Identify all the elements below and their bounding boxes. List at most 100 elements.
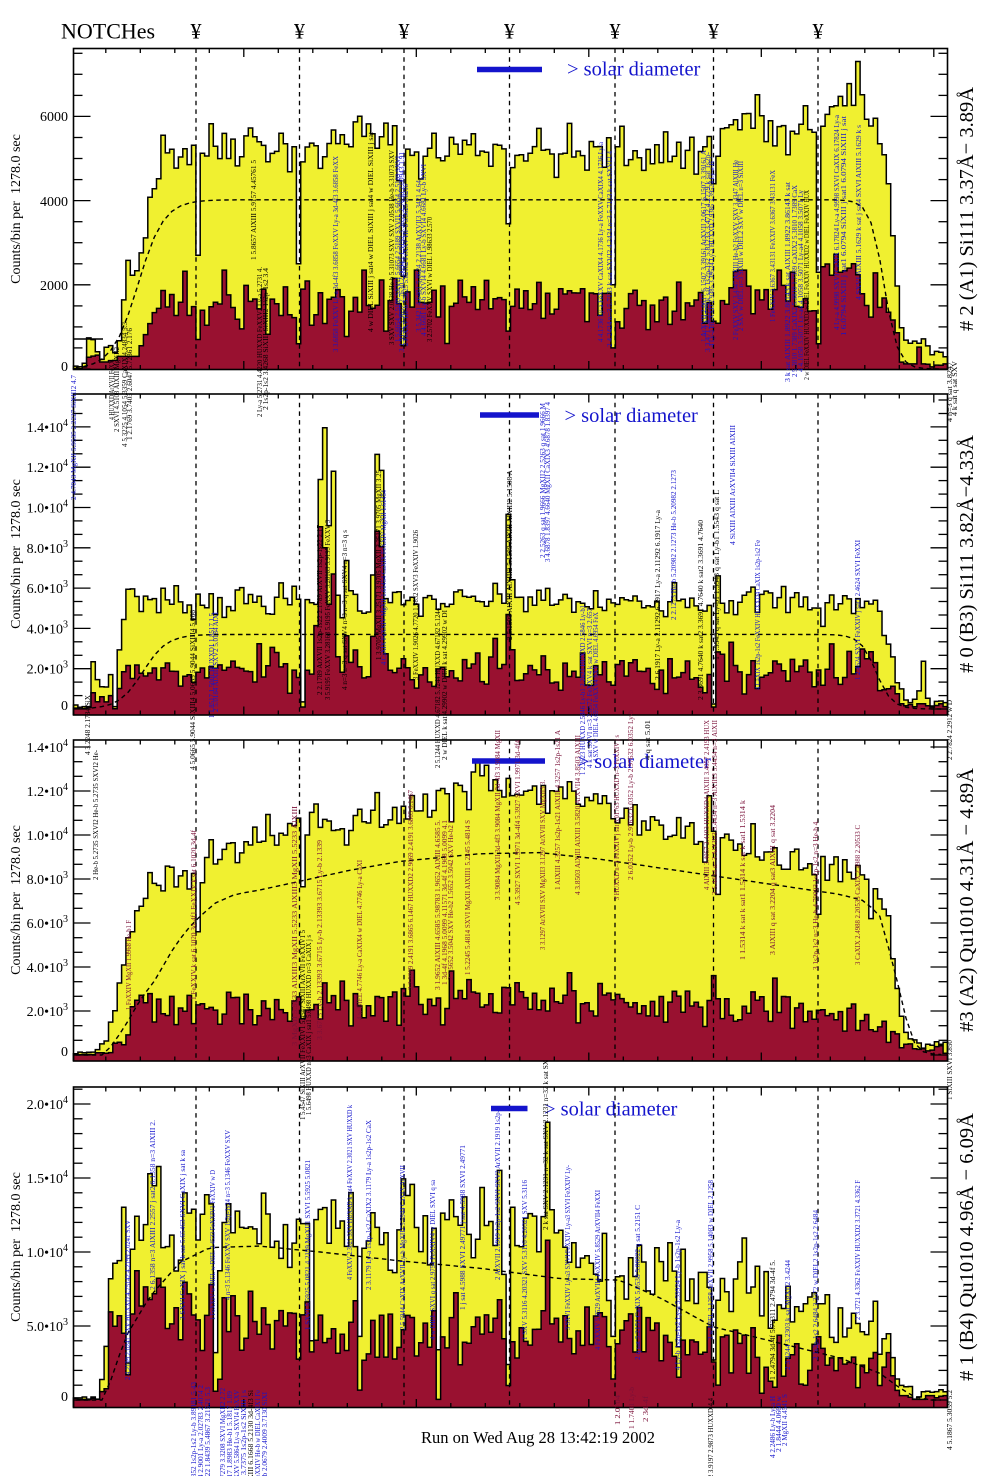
svg-text:¥: ¥ [294, 19, 305, 44]
svg-text:0: 0 [61, 360, 68, 375]
svg-text:8.0•103: 8.0•103 [27, 870, 68, 888]
svg-text:1 3.9705 MgXII 3.25171 3.9705: 1 3.9705 MgXII 3.25171 3.9705 MgXII 3.25… [375, 470, 383, 660]
svg-text:1 5.6498 HUXXD n=3 CaXIX j sat: 1 5.6498 HUXXD n=3 CaXIX j sat1 5.6498 H… [305, 935, 313, 1115]
svg-text:2 MgXII 4.4541 S: 2 MgXII 4.4541 S [781, 1394, 789, 1446]
svg-text:4 4.1058 3.5071 Ly-a4 4.1058 3: 4 4.1058 3.5071 Ly-a4 4.1058 3.5071 Ly-a… [797, 189, 805, 372]
svg-text:4 FeXXV 2.3021 SXV HUXXD k sat: 4 FeXXV 2.3021 SXV HUXXD k sat4 FeXXV 2.… [346, 1105, 354, 1280]
svg-text:Counts/bin per 1278.0 sec: Counts/bin per 1278.0 sec [9, 479, 24, 629]
svg-text:4 4.1736 Ly-a FeXXV CaXIX4 4.1: 4 4.1736 Ly-a FeXXV CaXIX4 4.1736 Ly-a F… [597, 141, 605, 342]
svg-text:2 SXVI 4.5108 AlXIII MgXII2: 2 SXVI 4.5108 AlXIII MgXII2 [113, 347, 121, 432]
svg-text:2.0•103: 2.0•103 [27, 1002, 68, 1020]
svg-text:2 FeXXV SXV 3.4347 AlXIII He-b: 2 FeXXV SXV 3.4347 AlXIII He-b2 FeXXV SX… [732, 160, 740, 340]
svg-text:2 5.1508 AlXIII AlXIII2 5.1508: 2 5.1508 AlXIII AlXIII2 5.1508 AlXIII Al… [506, 470, 514, 640]
svg-text:# 0 (B3) Si111 3.82Å−4.33Å: # 0 (B3) Si111 3.82Å−4.33Å [956, 435, 978, 673]
svg-text:4 5.0665 5.9044 SiXIII4 5.0665: 4 5.0665 5.9044 SiXIII4 5.0665 5.9044 Si… [189, 609, 197, 770]
svg-text:1 3d-4f 4.1968 5.0099 4.11571: 1 3d-4f 4.1968 5.0099 4.11571 3d-4f 4.19… [441, 819, 449, 985]
svg-text:3 1s2p-1s2 n=3 He-b 4.79093 1s: 3 1s2p-1s2 n=3 He-b 4.79093 1s2p-1s2 n=3… [812, 820, 820, 970]
svg-text:4 FeXXV 5.5864 Ly-a SXVI4 FeXX: 4 FeXXV 5.5864 Ly-a SXVI4 FeXXV [233, 1390, 241, 1476]
svg-text:4 3.2248 2.1734 SiX: 4 3.2248 2.1734 SiX [84, 695, 92, 755]
svg-text:2 1.5652 3.5042 SXV He-b2 1.56: 2 1.5652 3.5042 SXV He-b2 1.5652 3.5042 … [447, 820, 455, 980]
svg-text:1 1.8517 1.5001 HUXXD1 1.8517: 1 1.8517 1.5001 HUXXD1 1.8517 1.5 [208, 613, 216, 718]
svg-text:2 FeXXV He-b 3.5625 5.82162 Fe: 2 FeXXV He-b 3.5625 5.82162 FeXXV He-b 3… [402, 184, 410, 346]
svg-text:1 5.8657 AlXIII 5.9157 4.45761: 1 5.8657 AlXIII 5.9157 4.45761 5 [250, 159, 258, 260]
svg-text:1.2•104: 1.2•104 [27, 458, 68, 476]
svg-text:1 5.1817 1.8983 He-b1 5.1817 1: 1 5.1817 1.8983 He-b1 5.1817 1.89 [226, 1390, 234, 1476]
svg-text:8.0•103: 8.0•103 [27, 539, 68, 557]
svg-text:2 1s2p-1s2 2.6484 3.3372 w DIE: 2 1s2p-1s2 2.6484 3.3372 w DIEL2 1s2p-1s… [812, 1210, 820, 1360]
svg-text:4 SXV w DIEL 4.6954 FeXXV4 SXV: 4 SXV w DIEL 4.6954 FeXXV4 SXV w DIEL 4.… [592, 612, 600, 762]
svg-text:4 k sat q sat SXV: 4 k sat q sat SXV [951, 361, 959, 416]
svg-text:1 FeXXIV w DIEL w DIEL 2.4533: 1 FeXXIV w DIEL w DIEL 2.4533 FeXXIV1 Fe… [209, 1170, 217, 1320]
svg-text:¥: ¥ [504, 19, 515, 44]
svg-text:NOTCHes: NOTCHes [61, 19, 155, 44]
svg-text:4 5.3225 4.1054 5.3359 CaXIX 4: 4 5.3225 4.1054 5.3359 CaXIX 4.24834 5.3 [121, 321, 129, 447]
svg-text:Counts/bin per 1278.0 sec: Counts/bin per 1278.0 sec [9, 134, 24, 284]
svg-text:¥: ¥ [610, 19, 621, 44]
svg-text:0: 0 [61, 1045, 68, 1060]
svg-text:2 3.3721 4.3362 FeXXIV HUXXD2: 2 3.3721 4.3362 FeXXIV HUXXD2 3.3721 4.3… [854, 1180, 862, 1320]
svg-text:3 HUXXD n=3 FeXXIV j sat 3.017: 3 HUXXD n=3 FeXXIV j sat 3.01763 HUXXD n… [613, 735, 621, 900]
svg-text:4 w DIEL SiXIII j sat4 w DIEL: 4 w DIEL SiXIII j sat4 w DIEL SiXIII j s… [367, 132, 375, 332]
svg-text:2 4.2199 2.0241 SXV HUXXD 4.75: 2 4.2199 2.0241 SXV HUXXD 4.75142 4.2199… [124, 1220, 132, 1380]
svg-text:2 3.3691 4.7640 k sat2 3.3691: 2 3.3691 4.7640 k sat2 3.3691 4.7640 k s… [697, 519, 705, 700]
svg-text:2 Ly-b 2.0679 2.4009 3.7130 Si: 2 Ly-b 2.0679 2.4009 3.7130 SiXI [261, 1391, 269, 1476]
svg-text:1 1.7401 Ly-b: 1 1.7401 Ly-b [628, 1386, 636, 1429]
svg-text:3 5.4434 n=3 AlXIII3 5.4434 n=: 3 5.4434 n=3 AlXIII3 5.4434 n=3 AlXIII3 … [711, 719, 719, 895]
svg-text:4 k sat 3.7375 1s2p-1s2 SiXIII: 4 k sat 3.7375 1s2p-1s2 SiXIII j s [240, 1390, 248, 1476]
svg-text:6.0•103: 6.0•103 [27, 579, 68, 597]
svg-text:2 6.1917 Ly-a 2.11292 6.1917 L: 2 6.1917 Ly-a 2.11292 6.1917 Ly-a 2.1129… [654, 509, 662, 680]
svg-text:4 w DIEL 4.7746 Ly-a CaXIX4 w: 4 w DIEL 4.7746 Ly-a CaXIX4 w DIEL 4.774… [356, 859, 364, 1020]
svg-text:4.0•103: 4.0•103 [27, 619, 68, 637]
svg-text:3 3.6858 FeXXV Ly-a 3d-4f3 3.6: 3 3.6858 FeXXV Ly-a 3d-4f3 3.6858 FeXXV … [332, 156, 340, 352]
svg-text:3 CaXIX 2.4988 2.20533 CaXIX 2: 3 CaXIX 2.4988 2.20533 CaXIX 2.4988 2.20… [854, 825, 862, 965]
svg-text:2000: 2000 [40, 279, 68, 294]
svg-text:3 2.5702 FeXXV SXVI w DIEL 1.9: 3 2.5702 FeXXV SXVI w DIEL 1.98633 2.570 [426, 217, 434, 342]
svg-text:6000: 6000 [40, 110, 68, 125]
svg-text:3 3.4712 4.2779 k sat 1s2p-1s2: 3 3.4712 4.2779 k sat 1s2p-1s2 5.81233 3… [704, 151, 712, 352]
svg-text:1.5•104: 1.5•104 [27, 1169, 68, 1187]
svg-text:3 5.9195 FeXXV 3.28163 5.9195: 3 5.9195 FeXXV 3.28163 5.9195 FeXXV 3.28… [324, 520, 332, 700]
svg-text:1 5.4547 SiXIII ArXVII FeXXIV1: 1 5.4547 SiXIII ArXVII FeXXIV1 5.4547 Si… [299, 930, 307, 1120]
svg-text:1 1.5314 k sat k sat1 1.5314 k: 1 1.5314 k sat k sat1 1.5314 k sat k sat… [739, 799, 747, 960]
svg-text:3 AlXIII q sat 3.2204 q sat3 A: 3 AlXIII q sat 3.2204 q sat3 AlXIII q sa… [769, 804, 777, 955]
svg-text:2 k sat SXV 2.1231 n=32 k sat: 2 k sat SXV 2.1231 n=32 k sat SXV 2.1231… [542, 1060, 550, 1230]
svg-text:4 5.3927 SXVI 1.9971 3d-4f4 5.: 4 5.3927 SXVI 1.9971 3d-4f4 5.3927 SXVI … [514, 740, 522, 905]
svg-text:4 n=3 q sat 3.8247: 4 n=3 q sat 3.8247 [946, 361, 954, 422]
svg-text:1 FeXXIV k sat 6.1020 3d-4f1 F: 1 FeXXIV k sat 6.1020 3d-4f1 FeXXIV k sa… [190, 829, 198, 1000]
svg-text:¥: ¥ [399, 19, 410, 44]
svg-text:4.0•103: 4.0•103 [27, 958, 68, 976]
svg-text:2 3.9197 2.9873 HUXXD 4.4: 2 3.9197 2.9873 HUXXD 4.4 [707, 1398, 715, 1476]
svg-text:2 1.8444 4.0660 w: 2 1.8444 4.0660 w [775, 1395, 783, 1452]
svg-text:4 AlXIII 3.4057 2.4193 HUXXD4: 4 AlXIII 3.4057 2.4193 HUXXD4 AlXIII 3.4… [703, 720, 711, 890]
svg-text:1 SXVI 5.5925 5.0821 4.2199 Mg: 1 SXVI 5.5925 5.0821 4.2199 MgXII1 SXVI … [304, 1160, 312, 1330]
svg-text:3 3.9084 MgXII 3d-4f3 3.9084 M: 3 3.9084 MgXII 3d-4f3 3.9084 MgXII 3d-4f… [494, 729, 502, 900]
svg-text:6.0•103: 6.0•103 [27, 914, 68, 932]
svg-text:1 5.3822 1.8439 5.4867 3.21521: 1 5.3822 1.8439 5.4867 3.21521 5.3 [204, 1386, 212, 1476]
svg-text:> solar diameter: > solar diameter [567, 59, 701, 81]
svg-text:1 ArXVII 2.0617 6.1507 3.39161: 1 ArXVII 2.0617 6.1507 3.39161 ArXVII 2.… [700, 150, 708, 342]
svg-text:2 2.7279 3.3208 SXVI MgXII2 2.: 2 2.7279 3.3208 SXVI MgXII2 2.72 [219, 1388, 227, 1476]
svg-text:2 3.4244 3.2303 k sat MgXII2 3: 2 3.4244 3.2303 k sat MgXII2 3.4244 [784, 1259, 792, 1370]
svg-text:2 2.1273 He-b 5.20982 2.1273 H: 2 2.1273 He-b 5.20982 2.1273 He-b 5.2098… [670, 470, 678, 620]
svg-text:2 2.5263 q sat 1.9666 MgXII2 2: 2 2.5263 q sat 1.9666 MgXII2 2.5263 q sa… [539, 402, 547, 558]
svg-text:1 j sat 4.5988 SXVI 2.49771 j: 1 j sat 4.5988 SXVI 2.49771 j sat 4.5988… [459, 1144, 467, 1310]
svg-text:3 SXVI FeXXIV Ly-a3 SXVI FeXXI: 3 SXVI FeXXIV Ly-a3 SXVI FeXXIV Ly-a3 SX… [564, 1164, 572, 1330]
svg-text:1 SiXIII SXVI 3.850: 1 SiXIII SXVI 3.850 [946, 1040, 954, 1100]
svg-text:2 5.3810 1.7389 CaXIX2 5.3810: 2 5.3810 1.7389 CaXIX2 5.3810 1.7389 CaX… [791, 185, 799, 377]
svg-text:4 4.6681 Ly-b SXVI4 4.6681 Ly-: 4 4.6681 Ly-b SXVI4 4.6681 Ly-b SXVI4 4.… [420, 163, 428, 336]
svg-text:2 SXV w DIEL n=3 SiXIII w DIEL: 2 SXV w DIEL n=3 SiXIII w DIEL2 SXV w DI… [737, 160, 745, 331]
svg-text:3 MgXII 5.5233 AlXIII3 MgXII 5: 3 MgXII 5.5233 AlXIII3 MgXII 5.5233 AlXI… [291, 805, 299, 1046]
svg-text:4 Ly-b 1s2p-1s2 Ly-a 5.59924 L: 4 Ly-b 1s2p-1s2 Ly-a 5.59924 Ly-b 1s2p-1… [674, 1219, 682, 1370]
svg-text:4 3.8503 AlXIII AlXIII 3.5820: 4 3.8503 AlXIII AlXIII 3.5820 ArXVII4 3.… [574, 734, 582, 895]
svg-text:1 1.5543 q sat Ly-b1 1.5543 q: 1 1.5543 q sat Ly-b1 1.5543 q sat Ly-b1 … [713, 490, 721, 660]
svg-text:1 2.4624 SXVI FeXXIV j sat1 2.: 1 2.4624 SXVI FeXXIV j sat1 2.4624 SXVI … [854, 539, 862, 680]
svg-text:3 w DIEL 2.1258 ArXVII 2.9958: 3 w DIEL 2.1258 ArXVII 2.9958 5.14083 w … [707, 1180, 715, 1340]
svg-text:1 FeXXIV MgXII 1.9968 He-b1 F: 1 FeXXIV MgXII 1.9968 He-b1 F [125, 920, 133, 1010]
svg-text:Counts/bin per 1278.0 sec: Counts/bin per 1278.0 sec [9, 825, 24, 975]
svg-text:> solar diameter: > solar diameter [578, 751, 712, 773]
svg-text:1.4•104: 1.4•104 [27, 738, 68, 756]
svg-text:0: 0 [61, 699, 68, 714]
svg-text:# 2 (A1) Si111 3.37Å− 3.89Å: # 2 (A1) Si111 3.37Å− 3.89Å [956, 87, 978, 331]
svg-text:4 q sat 5.01: 4 q sat 5.01 [644, 719, 652, 760]
svg-text:4 2.2486 Ly-b Ly-a H: 4 2.2486 Ly-b Ly-a H [769, 1396, 777, 1458]
